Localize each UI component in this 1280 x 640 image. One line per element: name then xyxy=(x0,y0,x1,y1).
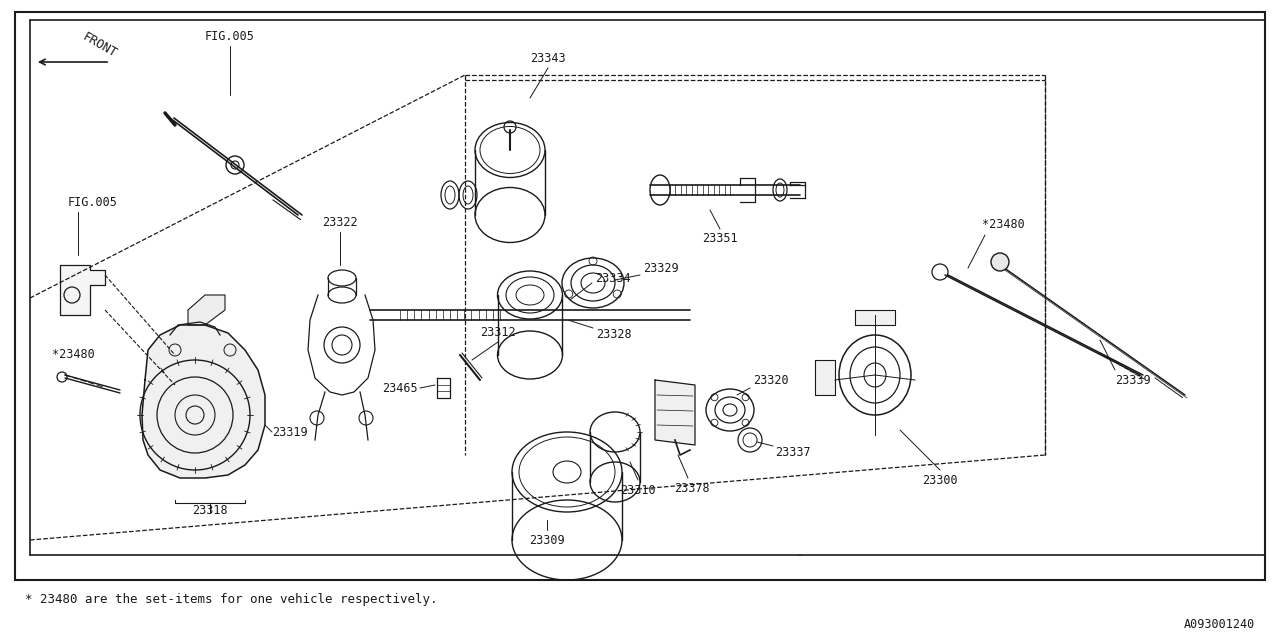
Polygon shape xyxy=(60,265,105,315)
Text: 23328: 23328 xyxy=(596,328,631,342)
Text: 23310: 23310 xyxy=(621,483,655,497)
Text: 23300: 23300 xyxy=(922,474,957,486)
Text: 23378: 23378 xyxy=(675,481,710,495)
Text: 23312: 23312 xyxy=(480,326,516,339)
Bar xyxy=(15,12,1265,580)
Text: 23465: 23465 xyxy=(383,381,419,394)
Text: 23318: 23318 xyxy=(192,504,228,516)
Text: 23320: 23320 xyxy=(753,374,788,387)
Text: 23319: 23319 xyxy=(273,426,307,438)
Text: 23334: 23334 xyxy=(595,271,631,285)
Text: 23309: 23309 xyxy=(529,534,564,547)
Text: *23480: *23480 xyxy=(52,349,95,362)
Text: 23343: 23343 xyxy=(530,51,566,65)
Text: A093001240: A093001240 xyxy=(1184,618,1254,632)
Text: 23339: 23339 xyxy=(1115,374,1151,387)
Polygon shape xyxy=(815,360,835,395)
Polygon shape xyxy=(188,295,225,325)
Circle shape xyxy=(991,253,1009,271)
Polygon shape xyxy=(855,310,895,325)
Text: FRONT: FRONT xyxy=(81,30,119,60)
Text: 23337: 23337 xyxy=(774,445,810,458)
Text: 23329: 23329 xyxy=(643,262,678,275)
Text: 23322: 23322 xyxy=(323,216,358,228)
Text: FIG.005: FIG.005 xyxy=(68,195,118,209)
Text: FIG.005: FIG.005 xyxy=(205,31,255,44)
Text: 23351: 23351 xyxy=(703,232,737,244)
Polygon shape xyxy=(142,325,265,478)
Text: *23480: *23480 xyxy=(982,218,1025,232)
Text: * 23480 are the set-items for one vehicle respectively.: * 23480 are the set-items for one vehicl… xyxy=(26,593,438,607)
Polygon shape xyxy=(655,380,695,445)
